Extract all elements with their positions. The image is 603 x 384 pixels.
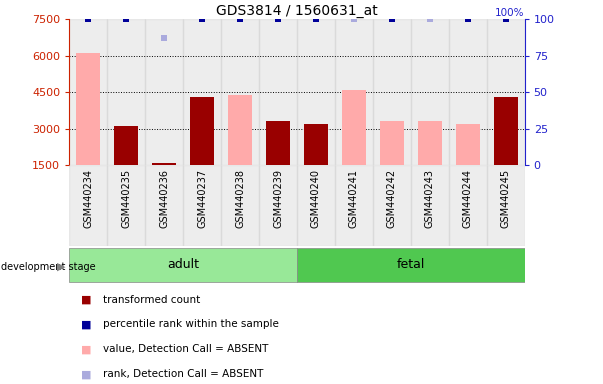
Text: ■: ■: [81, 319, 92, 329]
Bar: [373, 19, 411, 165]
Bar: [335, 19, 373, 165]
Text: GSM440235: GSM440235: [121, 169, 131, 228]
Bar: [297, 19, 335, 165]
Bar: [487, 165, 525, 246]
Bar: [493, 97, 518, 165]
Text: GSM440241: GSM440241: [349, 169, 359, 228]
Bar: [69, 165, 107, 246]
Text: percentile rank within the sample: percentile rank within the sample: [103, 319, 279, 329]
Text: GSM440237: GSM440237: [197, 169, 207, 228]
Text: GSM440238: GSM440238: [235, 169, 245, 228]
Bar: [411, 19, 449, 165]
Bar: [259, 165, 297, 246]
Title: GDS3814 / 1560631_at: GDS3814 / 1560631_at: [216, 4, 378, 18]
Text: fetal: fetal: [397, 258, 425, 271]
Bar: [183, 19, 221, 165]
Bar: [145, 165, 183, 246]
Text: GSM440244: GSM440244: [463, 169, 473, 228]
Text: value, Detection Call = ABSENT: value, Detection Call = ABSENT: [103, 344, 268, 354]
Bar: [373, 165, 411, 246]
Bar: [455, 124, 480, 165]
Bar: [449, 19, 487, 165]
Bar: [418, 121, 442, 165]
Bar: [380, 121, 404, 165]
Text: adult: adult: [167, 258, 199, 271]
Text: GSM440240: GSM440240: [311, 169, 321, 228]
Text: ■: ■: [81, 344, 92, 354]
Bar: [76, 53, 101, 165]
Text: GSM440245: GSM440245: [500, 169, 511, 228]
Text: 100%: 100%: [495, 8, 525, 18]
Text: GSM440236: GSM440236: [159, 169, 169, 228]
Bar: [107, 19, 145, 165]
FancyBboxPatch shape: [297, 248, 525, 282]
Text: GSM440242: GSM440242: [387, 169, 397, 228]
Bar: [342, 90, 366, 165]
FancyBboxPatch shape: [69, 248, 297, 282]
Bar: [259, 19, 297, 165]
Text: GSM440243: GSM440243: [425, 169, 435, 228]
Bar: [221, 19, 259, 165]
Bar: [266, 121, 290, 165]
Bar: [190, 97, 214, 165]
Text: GSM440234: GSM440234: [83, 169, 93, 228]
Bar: [69, 19, 107, 165]
Bar: [228, 94, 252, 165]
Bar: [107, 165, 145, 246]
Bar: [297, 165, 335, 246]
Text: rank, Detection Call = ABSENT: rank, Detection Call = ABSENT: [103, 369, 263, 379]
Bar: [449, 165, 487, 246]
Text: GSM440239: GSM440239: [273, 169, 283, 228]
Bar: [145, 19, 183, 165]
Bar: [411, 165, 449, 246]
Text: transformed count: transformed count: [103, 295, 200, 305]
Bar: [335, 165, 373, 246]
Bar: [487, 19, 525, 165]
Bar: [183, 165, 221, 246]
Bar: [114, 126, 139, 165]
Bar: [152, 163, 176, 165]
Bar: [221, 165, 259, 246]
Text: ■: ■: [81, 369, 92, 379]
Text: ■: ■: [81, 295, 92, 305]
Text: development stage: development stage: [1, 262, 95, 272]
Bar: [304, 124, 328, 165]
Text: ▶: ▶: [57, 262, 65, 272]
